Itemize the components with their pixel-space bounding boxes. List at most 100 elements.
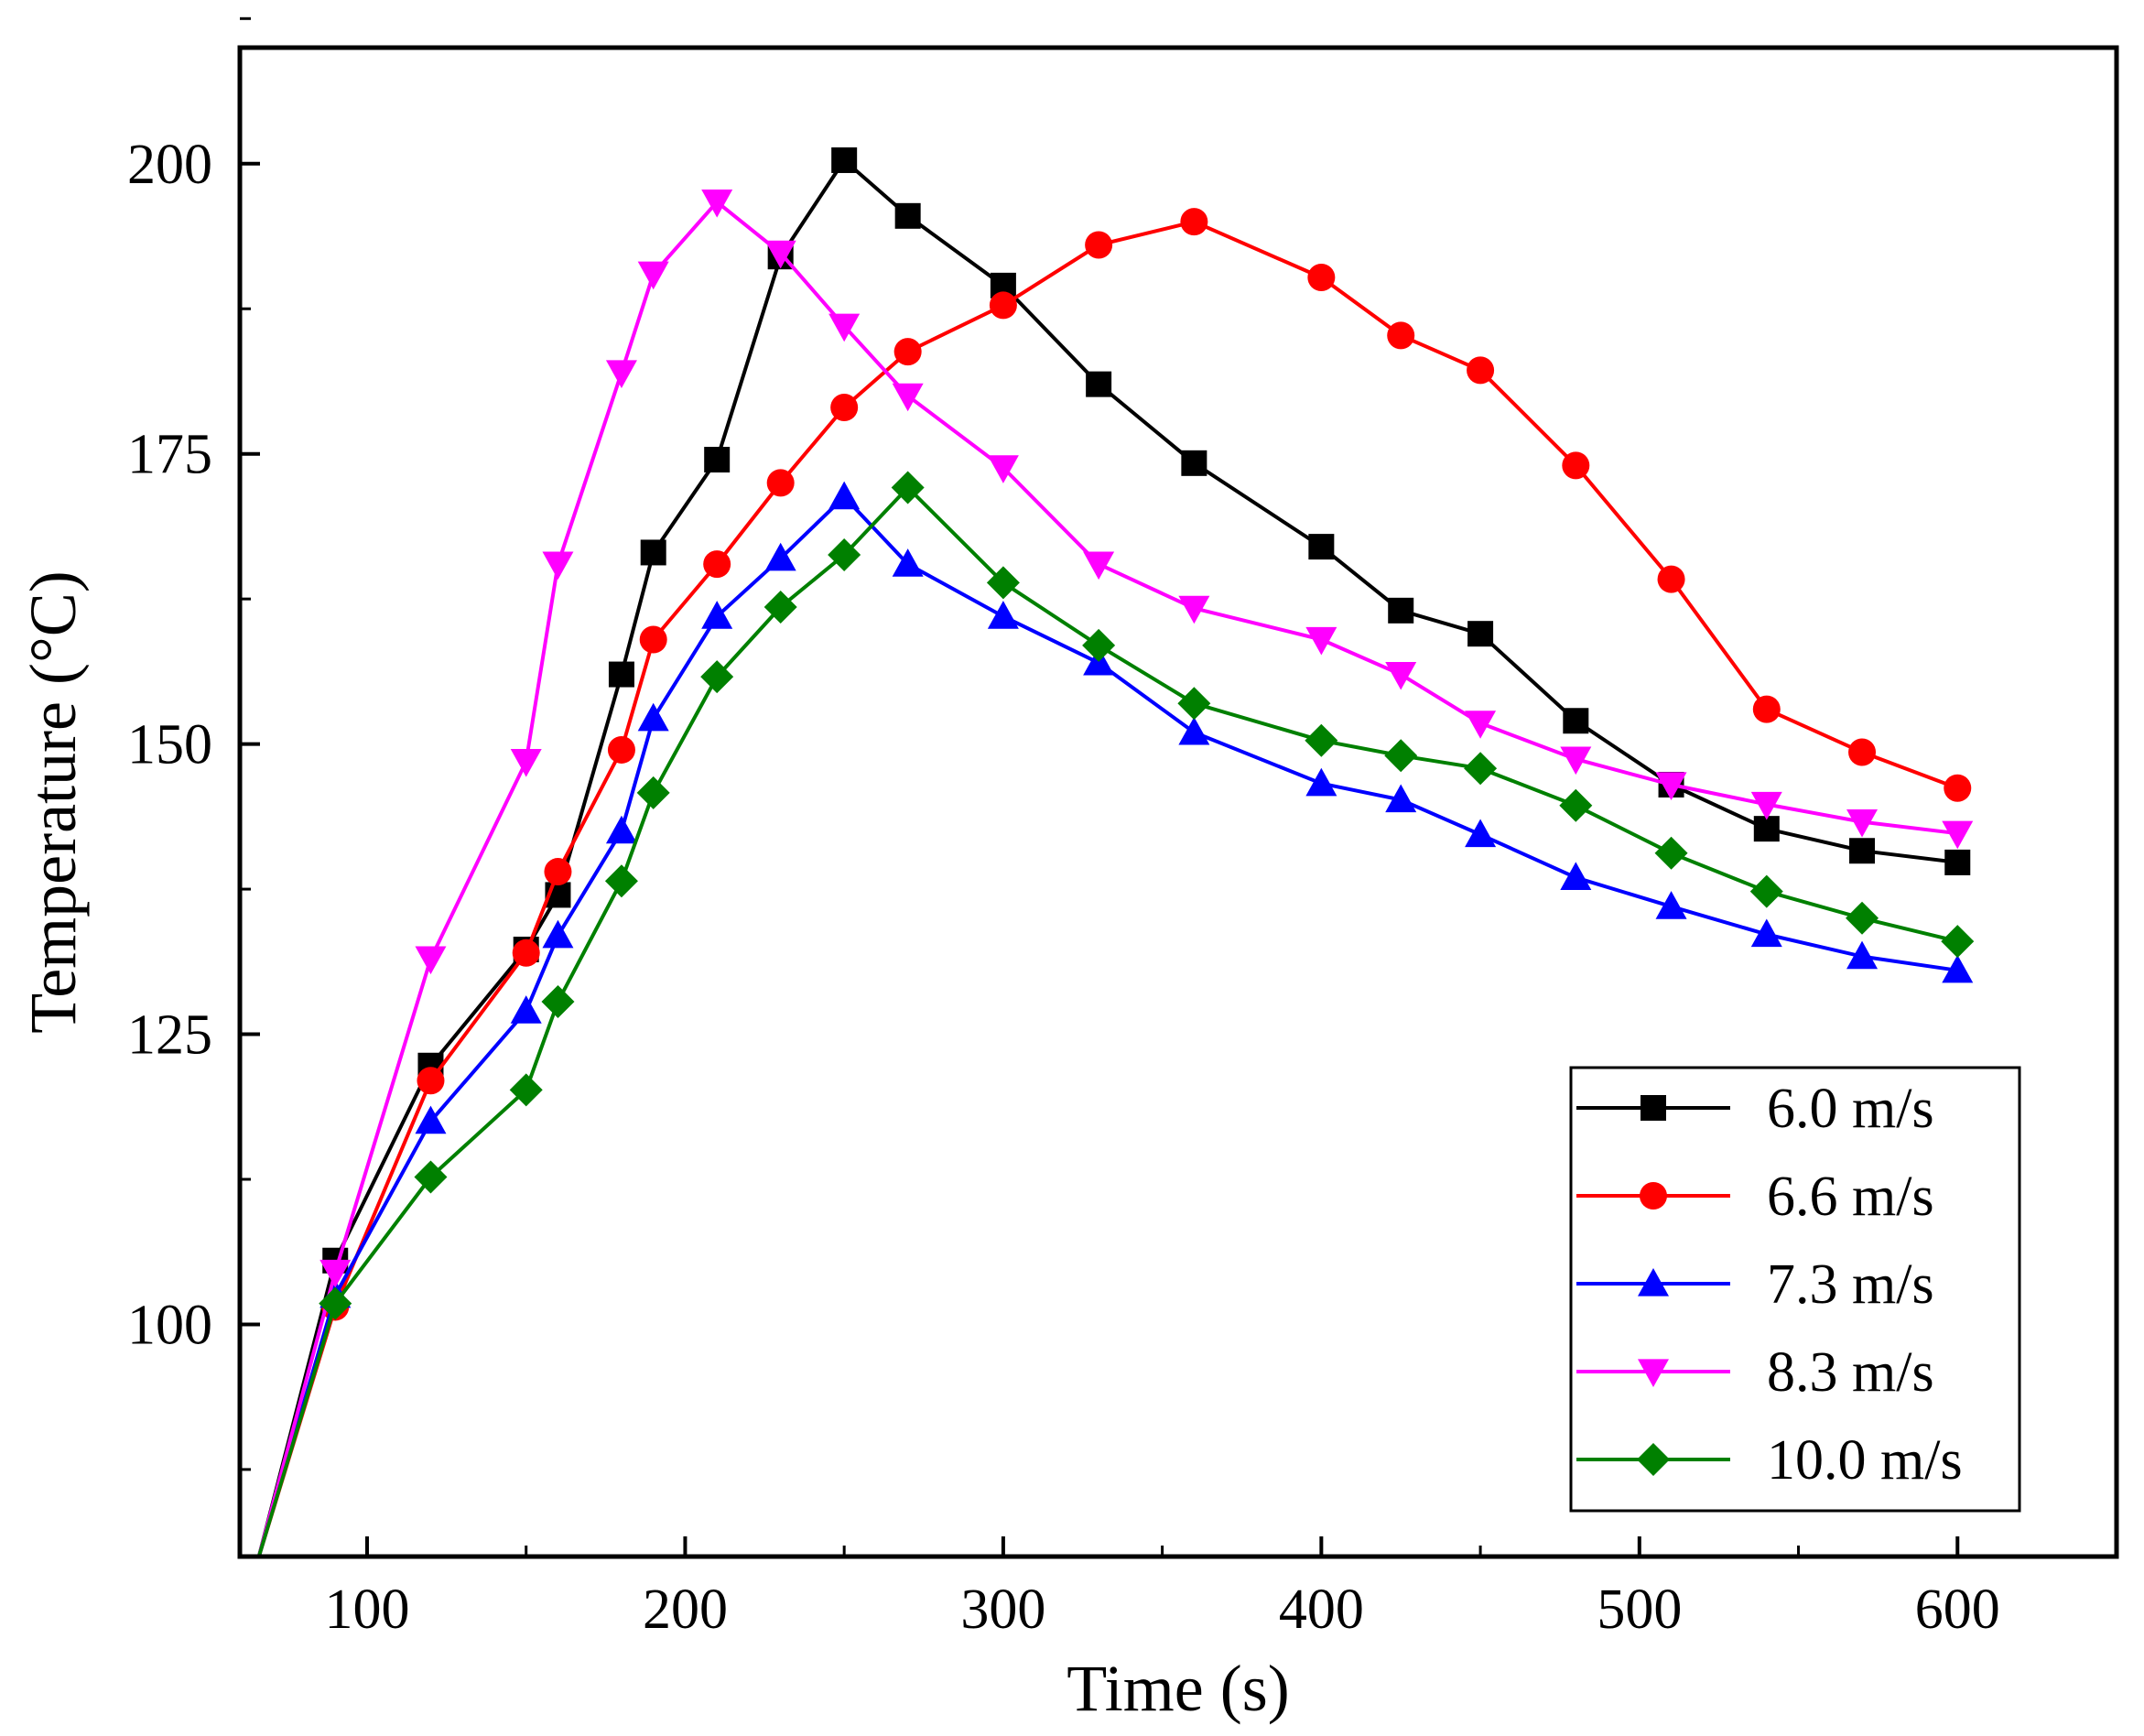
data-point-10-0-m-s — [828, 537, 861, 571]
data-point-10-0-m-s — [1846, 901, 1879, 935]
data-point-7-3-m-s — [987, 601, 1019, 629]
data-point-7-3-m-s — [1846, 940, 1879, 970]
data-point-7-3-m-s — [637, 702, 669, 732]
data-point-7-3-m-s — [415, 1105, 447, 1134]
x-tick-label: 200 — [643, 1579, 728, 1641]
data-point-6-0-m-s — [704, 447, 731, 473]
legend-marker — [1638, 1268, 1669, 1297]
data-point-6-6-m-s — [893, 338, 922, 366]
data-point-7-3-m-s — [1465, 819, 1497, 848]
data-point-6-6-m-s — [1944, 774, 1972, 802]
data-point-7-3-m-s — [1560, 862, 1592, 890]
data-point-8-3-m-s — [1083, 551, 1115, 580]
series-line-10-0-m-s — [256, 485, 1958, 1557]
legend-item-7-3-m-s: 7.3 m/s — [1576, 1253, 1934, 1316]
series-line-6-0-m-s — [256, 158, 1958, 1557]
data-point-8-3-m-s — [1178, 595, 1210, 624]
data-point-8-3-m-s — [1305, 626, 1337, 656]
data-point-6-6-m-s — [639, 625, 667, 654]
data-point-8-3-m-s — [701, 190, 733, 218]
legend-item-6-0-m-s: 6.0 m/s — [1576, 1078, 1934, 1140]
legend-marker — [1638, 1359, 1669, 1387]
legend-marker — [1640, 1182, 1667, 1210]
series-10-0-m-s — [256, 471, 1975, 1557]
legend-item-10-0-m-s: 10.0 m/s — [1576, 1429, 1963, 1492]
data-point-6-6-m-s — [1085, 231, 1113, 259]
data-point-7-3-m-s — [1385, 784, 1417, 813]
data-point-8-3-m-s — [1385, 661, 1417, 690]
data-point-8-3-m-s — [415, 946, 447, 975]
y-tick-label: 125 — [127, 1004, 212, 1067]
data-point-10-0-m-s — [1305, 723, 1338, 757]
series-6-6-m-s — [256, 208, 1972, 1557]
data-point-10-0-m-s — [763, 591, 797, 624]
data-point-8-3-m-s — [605, 360, 637, 388]
data-point-8-3-m-s — [542, 551, 574, 580]
data-point-10-0-m-s — [319, 1286, 352, 1320]
data-point-7-3-m-s — [1305, 767, 1337, 797]
x-tick-label: 400 — [1279, 1579, 1364, 1641]
data-point-7-3-m-s — [764, 542, 796, 571]
x-tick-label: 100 — [324, 1579, 409, 1641]
data-point-6-6-m-s — [1848, 738, 1877, 766]
data-point-6-0-m-s — [1753, 816, 1780, 842]
legend-item-8-3-m-s: 8.3 m/s — [1576, 1341, 1934, 1404]
x-axis-ticks: 100 200 300 400 500 600 — [324, 1536, 2118, 1641]
data-point-6-6-m-s — [703, 550, 731, 579]
data-point-7-3-m-s — [1750, 918, 1782, 948]
data-point-7-3-m-s — [1655, 891, 1687, 919]
data-point-7-3-m-s — [1178, 716, 1210, 745]
data-point-6-0-m-s — [831, 146, 858, 173]
y-axis-title: Temperature (°C) — [16, 570, 90, 1034]
y-tick-label: 200 — [127, 134, 212, 196]
data-point-6-6-m-s — [417, 1067, 445, 1095]
legend-label: 7.3 m/s — [1767, 1253, 1934, 1316]
data-point-10-0-m-s — [1464, 752, 1498, 786]
data-point-6-6-m-s — [512, 939, 540, 967]
data-point-10-0-m-s — [891, 471, 925, 505]
data-point-8-3-m-s — [1942, 820, 1974, 850]
data-point-6-6-m-s — [1307, 264, 1336, 292]
plot-frame — [237, 45, 2119, 1559]
data-point-8-3-m-s — [319, 1259, 352, 1288]
x-tick-label: 300 — [960, 1579, 1045, 1641]
data-point-10-0-m-s — [509, 1073, 543, 1107]
legend-item-6-6-m-s: 6.6 m/s — [1576, 1166, 1934, 1228]
data-point-8-3-m-s — [828, 313, 861, 342]
data-point-6-0-m-s — [1467, 621, 1494, 647]
data-point-6-6-m-s — [830, 393, 859, 421]
data-point-6-6-m-s — [1657, 565, 1685, 593]
data-point-8-3-m-s — [987, 455, 1019, 483]
series-line-7-3-m-s — [256, 494, 1958, 1557]
data-point-7-3-m-s — [510, 995, 542, 1024]
data-point-6-0-m-s — [608, 661, 634, 688]
data-point-6-0-m-s — [1086, 371, 1112, 397]
data-point-6-0-m-s — [1181, 450, 1207, 476]
series-line-6-6-m-s — [256, 220, 1959, 1557]
data-point-8-3-m-s — [1846, 808, 1879, 838]
data-point-8-3-m-s — [1655, 772, 1687, 800]
data-point-6-0-m-s — [1388, 597, 1414, 624]
series-line-8-3-m-s — [256, 200, 1958, 1557]
data-point-10-0-m-s — [1384, 739, 1418, 773]
legend-label: 6.6 m/s — [1767, 1166, 1934, 1228]
legend-marker — [1637, 1443, 1670, 1476]
series-layer — [256, 146, 1975, 1557]
legend-label: 6.0 m/s — [1767, 1078, 1934, 1140]
data-point-10-0-m-s — [1177, 687, 1211, 721]
data-point-6-6-m-s — [766, 469, 795, 497]
data-point-6-6-m-s — [1387, 321, 1415, 350]
data-point-7-3-m-s — [892, 548, 924, 577]
data-point-8-3-m-s — [510, 749, 542, 777]
data-point-6-0-m-s — [1563, 708, 1589, 734]
data-point-6-0-m-s — [640, 539, 666, 566]
data-point-10-0-m-s — [604, 864, 638, 898]
x-tick-label: 500 — [1597, 1579, 1682, 1641]
x-tick-label: 600 — [1915, 1579, 2000, 1641]
data-point-6-6-m-s — [1467, 356, 1495, 385]
data-point-6-0-m-s — [1944, 849, 1971, 875]
data-point-10-0-m-s — [986, 566, 1020, 600]
y-tick-label: 175 — [127, 424, 212, 486]
legend-marker — [1640, 1095, 1666, 1121]
